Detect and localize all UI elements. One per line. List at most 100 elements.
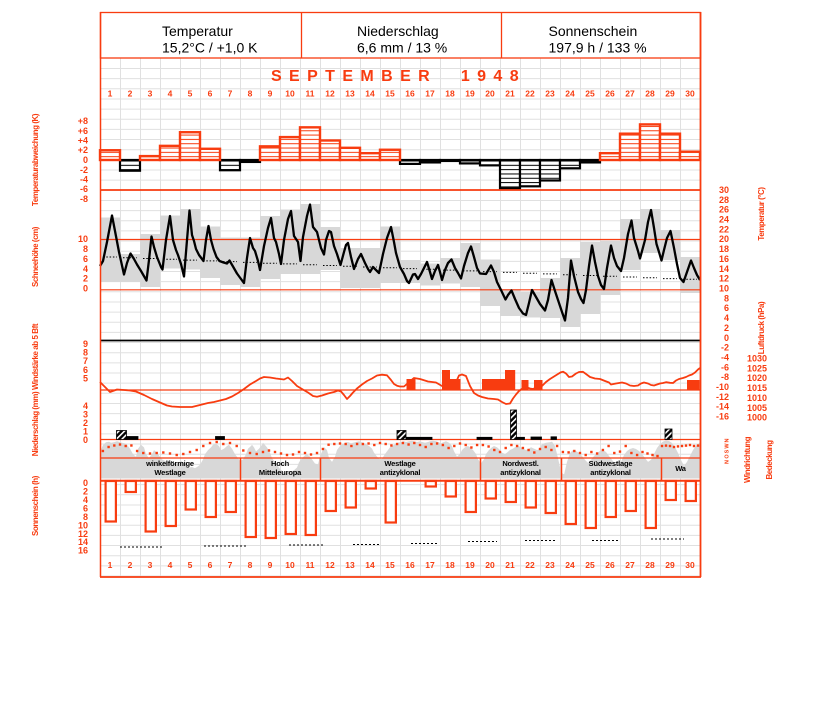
svg-text:9: 9 xyxy=(268,89,273,99)
svg-text:22: 22 xyxy=(525,89,535,99)
svg-text:23: 23 xyxy=(545,560,555,570)
svg-text:winkelförmige: winkelförmige xyxy=(145,459,194,468)
svg-text:0: 0 xyxy=(83,478,88,488)
svg-text:3: 3 xyxy=(148,89,153,99)
svg-text:Luftdruck (hPa): Luftdruck (hPa) xyxy=(757,301,766,354)
svg-text:antizyklonal: antizyklonal xyxy=(590,468,631,477)
svg-text:Sonnenschein (h): Sonnenschein (h) xyxy=(31,475,40,536)
svg-text:5: 5 xyxy=(188,560,193,570)
svg-text:8: 8 xyxy=(83,512,88,522)
svg-text:Sonnenschein: Sonnenschein xyxy=(549,23,638,39)
svg-text:W: W xyxy=(725,443,731,449)
svg-text:-2: -2 xyxy=(80,165,88,175)
svg-text:7: 7 xyxy=(228,89,233,99)
svg-text:12: 12 xyxy=(325,89,335,99)
svg-text:O: O xyxy=(725,454,731,459)
svg-text:30: 30 xyxy=(685,560,695,570)
svg-text:6: 6 xyxy=(208,560,213,570)
svg-text:9: 9 xyxy=(268,560,273,570)
svg-text:Schneehöhe (cm): Schneehöhe (cm) xyxy=(31,226,40,287)
svg-text:197,9 h / 133 %: 197,9 h / 133 % xyxy=(549,40,647,56)
svg-text:7: 7 xyxy=(228,560,233,570)
svg-text:N: N xyxy=(725,460,731,464)
svg-text:1015: 1015 xyxy=(747,383,767,393)
svg-text:19: 19 xyxy=(465,560,475,570)
svg-text:0: 0 xyxy=(83,155,88,165)
svg-text:-10: -10 xyxy=(716,382,729,392)
svg-text:12: 12 xyxy=(325,560,335,570)
svg-text:10: 10 xyxy=(285,560,295,570)
svg-text:28: 28 xyxy=(719,195,729,205)
svg-text:13: 13 xyxy=(345,89,355,99)
svg-text:4: 4 xyxy=(168,89,173,99)
svg-text:4: 4 xyxy=(724,313,729,323)
svg-text:2: 2 xyxy=(724,323,729,333)
svg-text:1: 1 xyxy=(83,427,88,437)
svg-text:Nordwestl.: Nordwestl. xyxy=(502,459,538,468)
svg-text:-4: -4 xyxy=(80,175,88,185)
svg-text:1020: 1020 xyxy=(747,373,767,383)
svg-text:Temperatur (°C): Temperatur (°C) xyxy=(757,187,766,241)
svg-text:2: 2 xyxy=(83,418,88,428)
svg-text:6: 6 xyxy=(83,503,88,513)
svg-text:1: 1 xyxy=(108,560,113,570)
svg-text:30: 30 xyxy=(719,185,729,195)
svg-text:11: 11 xyxy=(306,89,315,99)
svg-text:15,2°C / +1,0 K: 15,2°C / +1,0 K xyxy=(162,40,258,56)
svg-text:Südwestlage: Südwestlage xyxy=(589,459,633,468)
svg-text:2: 2 xyxy=(128,560,133,570)
svg-text:SEPTEMBER 1948: SEPTEMBER 1948 xyxy=(271,68,526,85)
svg-text:Westlage: Westlage xyxy=(384,459,415,468)
svg-text:16: 16 xyxy=(405,89,415,99)
svg-text:12: 12 xyxy=(719,274,729,284)
svg-text:Westlage: Westlage xyxy=(154,468,185,477)
svg-text:Temperaturabweichung (K): Temperaturabweichung (K) xyxy=(31,113,40,206)
svg-text:21: 21 xyxy=(505,560,515,570)
svg-text:+2: +2 xyxy=(78,145,88,155)
svg-text:3: 3 xyxy=(148,560,153,570)
svg-text:17: 17 xyxy=(425,89,435,99)
svg-text:18: 18 xyxy=(719,244,729,254)
svg-text:8: 8 xyxy=(83,348,88,358)
svg-text:+4: +4 xyxy=(78,136,88,146)
svg-text:6: 6 xyxy=(724,303,729,313)
svg-text:S: S xyxy=(725,449,731,453)
svg-text:2: 2 xyxy=(83,487,88,497)
svg-text:9: 9 xyxy=(83,339,88,349)
svg-text:24: 24 xyxy=(565,560,575,570)
svg-text:14: 14 xyxy=(365,89,375,99)
svg-text:1000: 1000 xyxy=(747,413,767,423)
svg-text:27: 27 xyxy=(625,560,635,570)
svg-text:-4: -4 xyxy=(721,352,729,362)
svg-text:28: 28 xyxy=(645,89,655,99)
svg-text:24: 24 xyxy=(565,89,575,99)
svg-text:4: 4 xyxy=(168,560,173,570)
svg-text:10: 10 xyxy=(78,520,88,530)
svg-text:10: 10 xyxy=(78,234,88,244)
svg-text:23: 23 xyxy=(545,89,555,99)
svg-text:Niederschlag: Niederschlag xyxy=(357,23,439,39)
svg-text:24: 24 xyxy=(719,215,729,225)
svg-text:10: 10 xyxy=(285,89,295,99)
svg-text:8: 8 xyxy=(83,244,88,254)
svg-text:8: 8 xyxy=(724,293,729,303)
svg-text:2: 2 xyxy=(83,274,88,284)
svg-text:2: 2 xyxy=(128,89,133,99)
svg-text:14: 14 xyxy=(365,560,375,570)
svg-text:N: N xyxy=(725,438,731,442)
svg-text:26: 26 xyxy=(605,560,615,570)
svg-text:15: 15 xyxy=(385,89,395,99)
svg-text:21: 21 xyxy=(505,89,515,99)
svg-text:-14: -14 xyxy=(716,402,729,412)
svg-text:8: 8 xyxy=(248,89,253,99)
svg-text:3: 3 xyxy=(83,410,88,420)
svg-text:26: 26 xyxy=(605,89,615,99)
svg-text:1010: 1010 xyxy=(747,393,767,403)
svg-text:4: 4 xyxy=(83,495,88,505)
svg-text:20: 20 xyxy=(719,234,729,244)
svg-text:0: 0 xyxy=(83,283,88,293)
svg-text:4: 4 xyxy=(83,264,88,274)
svg-text:6: 6 xyxy=(83,254,88,264)
svg-text:-6: -6 xyxy=(721,362,729,372)
svg-text:13: 13 xyxy=(345,560,355,570)
